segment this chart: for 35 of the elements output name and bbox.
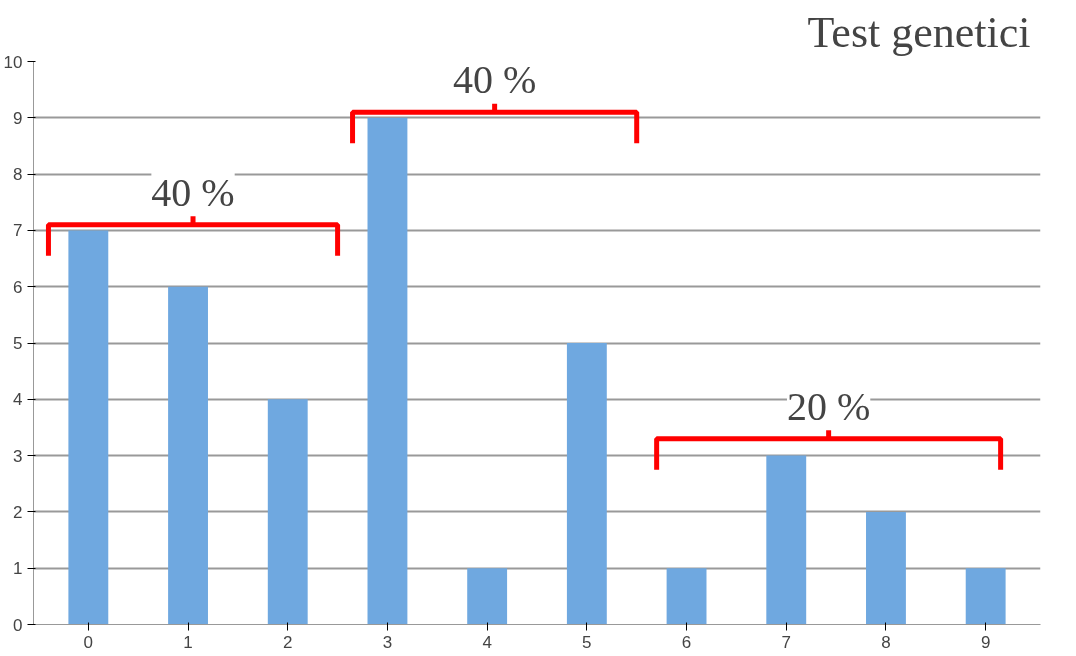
annotation: 40 % [151, 169, 235, 215]
annotation: 20 % [786, 383, 871, 429]
x-tick-label: 2 [283, 632, 293, 652]
x-tick-label: 4 [482, 632, 492, 652]
y-tick-label: 0 [13, 615, 23, 635]
chart-title: Test genetici [807, 7, 1031, 57]
bar [866, 511, 906, 625]
y-tick-label: 5 [13, 334, 23, 353]
bar [467, 568, 508, 625]
bar [666, 568, 707, 625]
y-tick-label: 1 [13, 559, 23, 579]
annotation: 40 % [452, 57, 537, 103]
bar [267, 399, 308, 625]
x-tick-label: 3 [382, 632, 393, 652]
x-tick-label: 1 [183, 632, 193, 652]
y-tick-label: 4 [13, 390, 23, 410]
x-tick-label: 7 [781, 632, 791, 652]
x-tick-label: 8 [881, 632, 891, 652]
y-tick-label: 3 [13, 446, 23, 466]
bar [766, 455, 807, 625]
x-tick-label: 0 [83, 632, 94, 652]
bar [168, 286, 208, 625]
y-tick-label: 2 [13, 502, 23, 522]
y-tick-label: 7 [13, 221, 23, 241]
x-tick-label: 6 [681, 632, 692, 652]
y-tick-label: 6 [13, 277, 23, 297]
bar [68, 230, 109, 625]
bar [965, 568, 1006, 625]
y-tick-label: 8 [13, 165, 23, 185]
y-tick-label: 10 [3, 52, 23, 72]
x-tick-label: 5 [582, 632, 592, 652]
x-tick-label: 9 [980, 632, 991, 652]
y-tick-label: 9 [13, 108, 23, 128]
bar [367, 117, 408, 625]
bar [566, 343, 607, 625]
